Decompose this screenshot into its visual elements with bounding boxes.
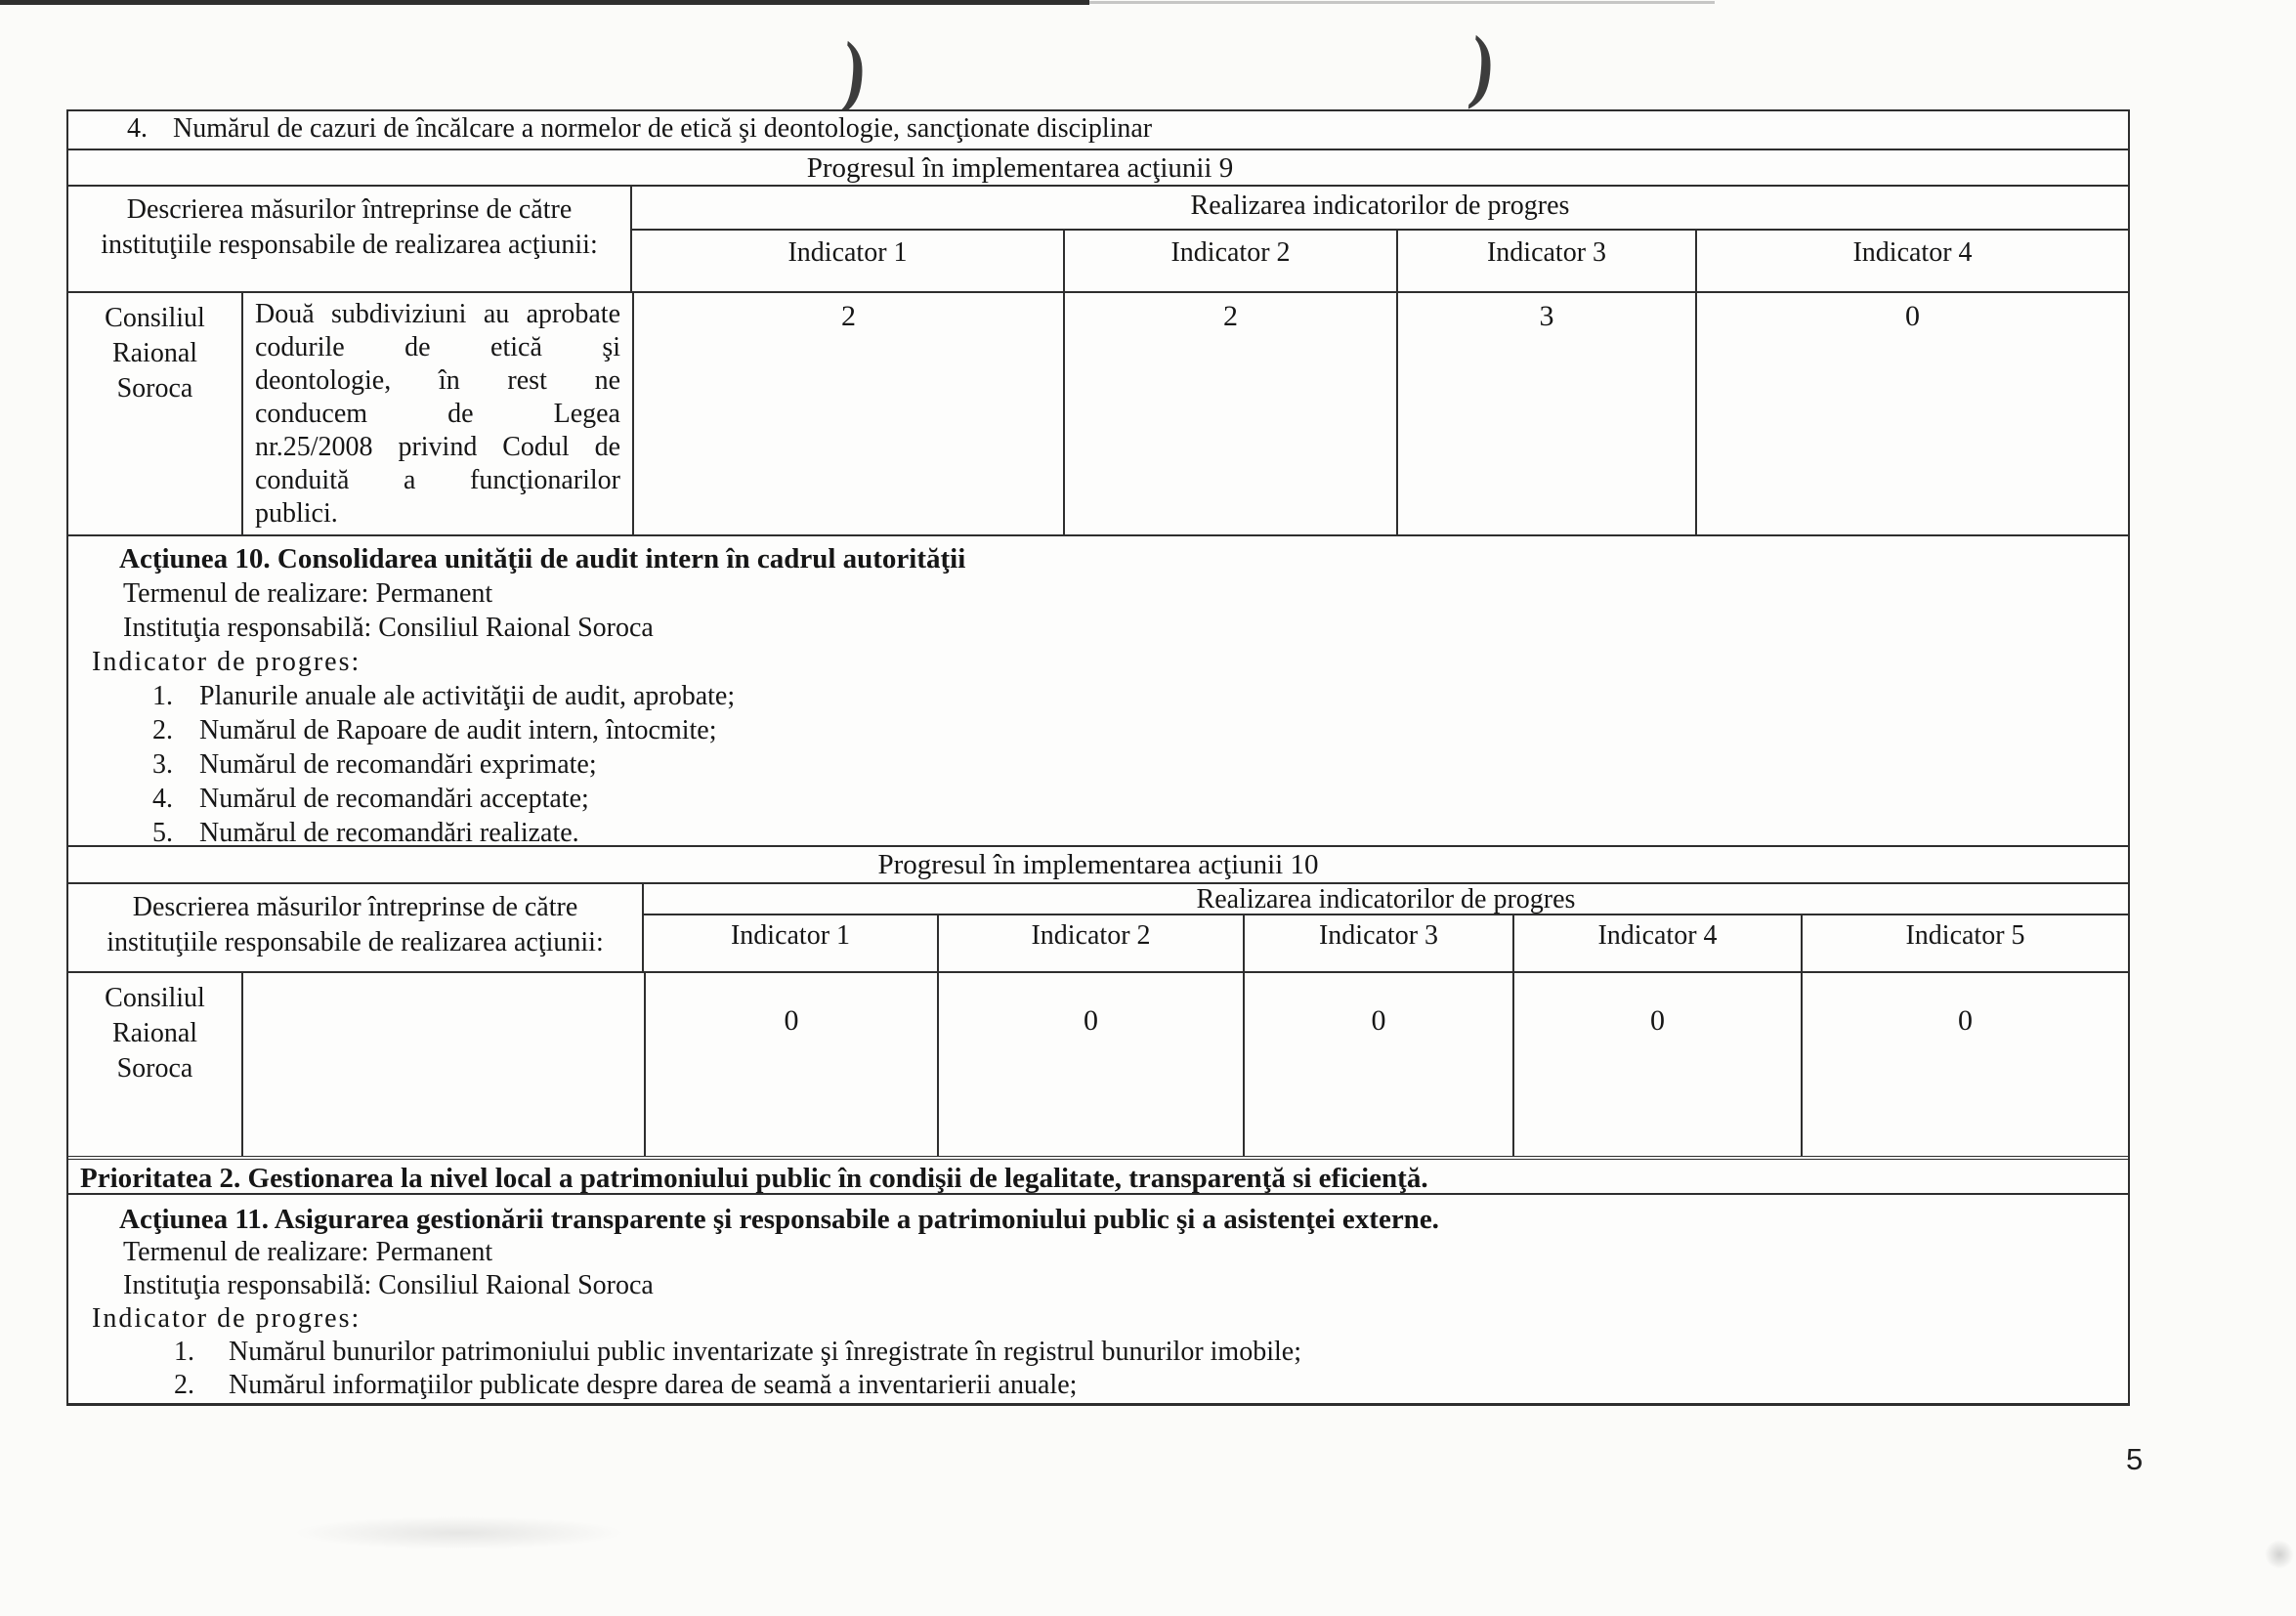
- action11-item-2: 2. Numărul informaţiilor publicate despre…: [174, 1369, 2128, 1402]
- item-number: 3.: [152, 749, 173, 780]
- item-number: 2.: [174, 1370, 194, 1400]
- action10-item-2: 2. Numărul de Rapoare de audit intern, în…: [152, 713, 2128, 747]
- table9-indicator1-value: 2: [632, 293, 1063, 534]
- item-text: Planurile anuale ale activităţii de audi…: [199, 681, 736, 711]
- action11-title: Acţiunea 11. Asigurarea gestionării tran…: [119, 1204, 1439, 1235]
- table9-description-header: Descrierea măsurilor întreprinse de cătr…: [101, 194, 598, 260]
- action11-term: Termenul de realizare: Permanent: [123, 1237, 493, 1267]
- item-text: Numărul de recomandări acceptate;: [199, 784, 589, 814]
- table10-description-cell: [241, 973, 644, 1156]
- action11-indicator-label: Indicator de progres:: [92, 1303, 361, 1334]
- table10-indicator5-value: 0: [1801, 973, 2128, 1156]
- item-number: 1.: [152, 681, 173, 711]
- table10-indicator4-header: Indicator 4: [1512, 915, 1801, 971]
- table9-indicator4-header: Indicator 4: [1695, 231, 2128, 291]
- description-line: codurile de etică şi: [255, 332, 620, 362]
- priority2-title: Prioritatea 2. Gestionarea la nivel loca…: [68, 1156, 2128, 1194]
- table9-description-cell: Două subdiviziuni au aprobate codurile d…: [241, 293, 632, 534]
- description-line: conduită a funcţionarilor: [255, 465, 620, 495]
- item-number: 2.: [152, 715, 173, 745]
- table9-data-row: Consiliul Raional Soroca Două subdiviziu…: [68, 291, 2128, 534]
- action10-term: Termenul de realizare: Permanent: [123, 578, 493, 609]
- table10-indicator1-header: Indicator 1: [730, 920, 851, 951]
- scan-smudge: [293, 1516, 625, 1550]
- action10-item-4: 4. Numărul de recomandări acceptate;: [152, 782, 2128, 816]
- table10-indicator5-header: Indicator 5: [1801, 915, 2128, 971]
- scan-edge-strip-light: [1089, 1, 1715, 4]
- table10-header-row: Descrierea măsurilor întreprinse de cătr…: [68, 882, 2128, 971]
- table9-group-header: Realizarea indicatorilor de progres: [632, 187, 2128, 231]
- table10-data-row: Consiliul Raional Soroca 0 0 0 0 0: [68, 971, 2128, 1156]
- scan-mark-right: ): [1466, 20, 1499, 112]
- progress-title-action-10: Progresul în implementarea acţiunii 10: [68, 845, 2128, 882]
- description-line: publici.: [255, 498, 338, 529]
- description-line: deontologie, în rest ne: [255, 365, 620, 396]
- table10-indicator4-value: 0: [1512, 973, 1801, 1156]
- item-text: Numărul informaţiilor publicate despre d…: [229, 1370, 1078, 1400]
- action11-institution: Instituţia responsabilă: Consiliul Raion…: [123, 1270, 654, 1300]
- item-number: 4.: [152, 784, 173, 814]
- table9-institution-cell: Consiliul Raional Soroca: [105, 303, 205, 404]
- action11-item-1: 1. Numărul bunurilor patrimoniului public…: [174, 1336, 2128, 1369]
- page-number: 5: [2126, 1442, 2144, 1476]
- table10-description-header: Descrierea măsurilor întreprinse de cătr…: [106, 892, 604, 957]
- action10-institution: Instituţia responsabilă: Consiliul Raion…: [123, 613, 654, 643]
- action10-title: Acţiunea 10. Consolidarea unităţii de au…: [119, 543, 966, 574]
- scan-corner-mark: [2265, 1540, 2294, 1569]
- table9-indicator3-value: 3: [1396, 293, 1695, 534]
- description-line: Două subdiviziuni au aprobate: [255, 299, 620, 329]
- scan-mark-left: ): [837, 25, 871, 118]
- description-line: nr.25/2008 privind Codul de: [255, 432, 620, 462]
- table9-indicator3-header: Indicator 3: [1396, 231, 1695, 291]
- progress-title-action-9: Progresul în implementarea acţiunii 9: [68, 149, 2128, 185]
- table9-indicators-region: Realizarea indicatorilor de progres Indi…: [630, 187, 2128, 291]
- item-text: Numărul de Rapoare de audit intern, înto…: [199, 715, 717, 745]
- table9-indicator2-value: 2: [1063, 293, 1396, 534]
- table10-indicator2-header: Indicator 2: [937, 915, 1243, 971]
- list-item-4: 4. Numărul de cazuri de încălcare a norme…: [68, 111, 2128, 149]
- item-text: Numărul de recomandări exprimate;: [199, 749, 597, 780]
- table10-indicator1-value: 0: [644, 973, 937, 1156]
- action10-block: Acţiunea 10. Consolidarea unităţii de au…: [68, 534, 2128, 848]
- table10-indicator2-value: 0: [937, 973, 1243, 1156]
- action10-item-5: 5. Numărul de recomandări realizate.: [152, 816, 2128, 850]
- table9-indicator1-header: Indicator 1: [787, 237, 908, 268]
- table9-indicator2-header: Indicator 2: [1063, 231, 1396, 291]
- scan-edge-strip-dark: [0, 0, 1089, 5]
- action11-block: Acţiunea 11. Asigurarea gestionării tran…: [68, 1193, 2128, 1403]
- item-number: 1.: [174, 1337, 194, 1367]
- item-text: Numărul bunurilor patrimoniului public i…: [229, 1337, 1301, 1367]
- table10-group-header: Realizarea indicatorilor de progres: [644, 884, 2128, 915]
- table9-header-row: Descrierea măsurilor întreprinse de cătr…: [68, 185, 2128, 291]
- action10-indicator-label: Indicator de progres:: [92, 647, 361, 677]
- document-table: 4. Numărul de cazuri de încălcare a norme…: [66, 109, 2130, 1406]
- item-text: Numărul de recomandări realizate.: [199, 818, 579, 848]
- description-line: conducem de Legea: [255, 399, 620, 429]
- table10-indicator3-header: Indicator 3: [1243, 915, 1512, 971]
- table10-indicator3-value: 0: [1243, 973, 1512, 1156]
- list-item-4-text: Numărul de cazuri de încălcare a normelo…: [173, 113, 1153, 144]
- action10-item-3: 3. Numărul de recomandări exprimate;: [152, 747, 2128, 782]
- table10-indicators-region: Realizarea indicatorilor de progres Indi…: [642, 884, 2128, 971]
- table10-institution-cell: Consiliul Raional Soroca: [105, 983, 205, 1084]
- item-number: 5.: [152, 818, 173, 848]
- action10-item-1: 1. Planurile anuale ale activităţii de au…: [152, 679, 2128, 713]
- table9-indicator4-value: 0: [1695, 293, 2128, 534]
- list-item-4-number: 4.: [127, 113, 148, 144]
